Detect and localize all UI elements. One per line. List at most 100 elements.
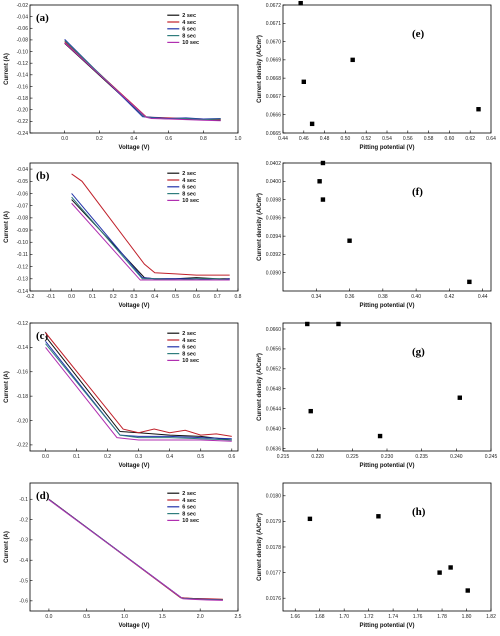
y-axis-label: Current (A) [4, 53, 10, 85]
x-tick-label: 0.5 [197, 454, 204, 460]
y-tick-label: 0.0656 [266, 347, 282, 353]
series-line [45, 347, 232, 442]
y-tick-label: -0.20 [17, 108, 29, 114]
y-tick-label: -0.18 [17, 394, 29, 400]
y-tick-label: -0.6 [19, 599, 28, 605]
y-tick-label: -0.2 [19, 517, 28, 523]
x-axis-label: Pitting potential (V) [360, 145, 415, 151]
scatter-point [307, 516, 313, 522]
y-tick-label: 0.0178 [266, 545, 282, 551]
plot-frame [282, 4, 492, 134]
y-tick-label: 0.0390 [266, 271, 282, 277]
series-line [45, 340, 232, 440]
y-tick-label: 0.0644 [266, 406, 282, 412]
x-tick-label: 0.240 [450, 454, 463, 460]
y-axis-label: Current density (A/Cm²) [256, 513, 263, 581]
y-tick-label: -0.22 [17, 119, 29, 125]
x-tick-label: 0.46 [299, 136, 309, 142]
y-tick-label: 0.0672 [266, 3, 282, 9]
legend-label: 10 sec [182, 518, 199, 524]
x-tick-label: -0.2 [26, 294, 35, 300]
x-tick-label: 0.8 [200, 136, 207, 142]
y-tick-label: -0.10 [17, 49, 29, 55]
x-tick-label: 1.5 [159, 614, 166, 620]
y-axis-label: Current (A) [4, 211, 10, 243]
scatter-point [476, 107, 481, 112]
x-tick-label: 0.215 [277, 454, 290, 460]
legend-label: 8 sec [182, 191, 196, 197]
x-axis-label: Voltage (V) [119, 463, 150, 469]
legend-label: 6 sec [182, 27, 196, 33]
x-tick-label: 0.40 [411, 294, 421, 300]
scatter-point [437, 570, 442, 575]
panel-label: (d) [36, 490, 50, 502]
y-tick-label: -0.06 [17, 26, 29, 32]
x-tick-label: 2.5 [235, 614, 242, 620]
y-tick-label: -0.16 [17, 370, 29, 376]
y-tick-label: -0.02 [17, 3, 29, 9]
x-tick-label: 0.2 [110, 294, 117, 300]
legend-label: 4 sec [182, 498, 196, 504]
y-axis-label: Current density (A/Cm²) [256, 353, 263, 421]
y-tick-label: 0.0668 [266, 76, 282, 82]
y-tick-label: 0.0179 [266, 519, 282, 525]
x-tick-label: 0.36 [345, 294, 355, 300]
y-tick-label: 0.0180 [266, 494, 282, 500]
chart-panel-a: 0.0 0.2 0.4 0.6 0.8 1.0 -0.24 -0.22 -0.20 -0.18 -0… [0, 0, 245, 152]
series-line [64, 43, 221, 121]
x-tick-label: 0.235 [415, 454, 428, 460]
series-line [71, 193, 230, 281]
y-axis-label: Current density (A/Cm²) [256, 35, 263, 103]
x-tick-label: 0.8 [235, 294, 242, 300]
x-axis-label: Pitting potential (V) [360, 463, 415, 469]
series-line [45, 336, 232, 441]
y-tick-label: -0.05 [17, 179, 29, 185]
x-tick-label: 0.0 [42, 454, 49, 460]
x-tick-label: 0.2 [104, 454, 111, 460]
chart-panel-b: -0.2 -0.1 0.0 0.1 0.2 0.3 0.4 0.5 0.6 0.7 0.8 -0.14… [0, 158, 245, 310]
legend-label: 2 sec [182, 331, 196, 337]
x-tick-label: 0.5 [172, 294, 179, 300]
x-tick-label: 1.74 [388, 614, 398, 620]
x-tick-label: 0.34 [311, 294, 321, 300]
x-axis-label: Voltage (V) [119, 145, 150, 151]
y-tick-label: -0.18 [17, 96, 29, 102]
legend-label: 8 sec [182, 33, 196, 39]
scatter-point [465, 588, 470, 593]
y-tick-label: 0.0665 [266, 131, 282, 137]
x-tick-label: 0.225 [346, 454, 359, 460]
plot-frame [29, 4, 239, 134]
y-tick-label: -0.14 [17, 289, 29, 295]
scatter-point [309, 121, 315, 127]
x-tick-label: 0.44 [278, 136, 288, 142]
x-tick-label: 1.76 [413, 614, 423, 620]
x-tick-label: 0.2 [96, 136, 103, 142]
y-tick-label: -0.09 [17, 228, 29, 234]
legend-label: 10 sec [182, 358, 199, 364]
y-tick-label: -0.1 [19, 497, 28, 503]
x-tick-label: 0.58 [424, 136, 434, 142]
x-tick-label: 1.80 [462, 614, 472, 620]
x-tick-label: 1.66 [290, 614, 300, 620]
y-tick-label: 0.0392 [266, 252, 282, 258]
x-tick-label: 0.52 [361, 136, 371, 142]
x-tick-label: 0.4 [131, 136, 138, 142]
chart-panel-e: 0.44 0.46 0.48 0.50 0.52 0.54 0.56 0.58 0.60 0.62… [253, 0, 498, 152]
x-tick-label: -0.1 [46, 294, 55, 300]
x-tick-label: 0.60 [445, 136, 455, 142]
y-tick-label: 0.0177 [266, 570, 282, 576]
y-tick-label: 0.0400 [266, 179, 282, 185]
x-tick-label: 0.245 [485, 454, 498, 460]
panel-label: (f) [412, 186, 423, 198]
y-tick-label: 0.0648 [266, 387, 282, 393]
x-tick-label: 0.220 [311, 454, 324, 460]
panel-label: (h) [412, 506, 426, 518]
scatter-point [317, 179, 322, 184]
y-tick-label: -0.14 [17, 345, 29, 351]
x-tick-label: 0.0 [45, 614, 52, 620]
x-tick-label: 2.0 [197, 614, 204, 620]
y-tick-label: -0.11 [17, 252, 28, 258]
legend-label: 2 sec [182, 13, 196, 19]
y-tick-label: 0.0660 [266, 327, 282, 333]
series-line [48, 499, 223, 601]
